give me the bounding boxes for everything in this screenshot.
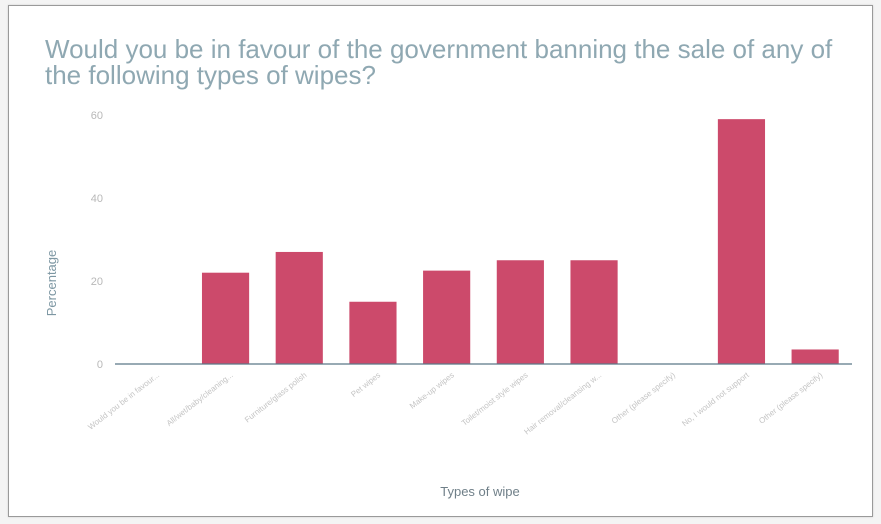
x-tick-label: No, I would not support [680, 370, 751, 428]
y-tick-label: 0 [97, 359, 103, 371]
x-tick-label: Make-up wipes [408, 370, 456, 410]
bar [570, 260, 618, 364]
x-axis-label: Types of wipe [440, 484, 520, 499]
bar [201, 272, 250, 364]
x-tick-label: Other (please specify) [757, 370, 824, 425]
x-tick-label: Other (please specify) [610, 370, 677, 425]
x-tick-label: Would you be in favour... [86, 370, 161, 431]
bar [349, 301, 397, 364]
y-axis-ticks: 0 20 40 60 [91, 110, 103, 371]
y-tick-label: 60 [91, 110, 103, 122]
bar [496, 260, 544, 364]
y-tick-label: 20 [91, 276, 103, 288]
x-axis-ticks: Would you be in favour... All/wet/baby/cl… [86, 370, 824, 436]
chart-title: Would you be in favour of the government… [45, 34, 833, 90]
bar [275, 251, 323, 364]
x-tick-label: Hair removal/cleansing w... [522, 370, 603, 436]
bar [423, 270, 471, 364]
x-tick-label: Toilet/moist style wipes [460, 370, 530, 427]
bar [717, 119, 766, 365]
x-tick-label: All/wet/baby/cleaning... [165, 370, 235, 427]
bar [791, 349, 839, 364]
y-tick-label: 40 [91, 193, 103, 205]
x-tick-label: Pet wipes [349, 370, 382, 398]
y-axis-label: Percentage [44, 250, 59, 317]
x-tick-label: Furniture/glass polish [243, 370, 308, 424]
bars [201, 119, 839, 365]
